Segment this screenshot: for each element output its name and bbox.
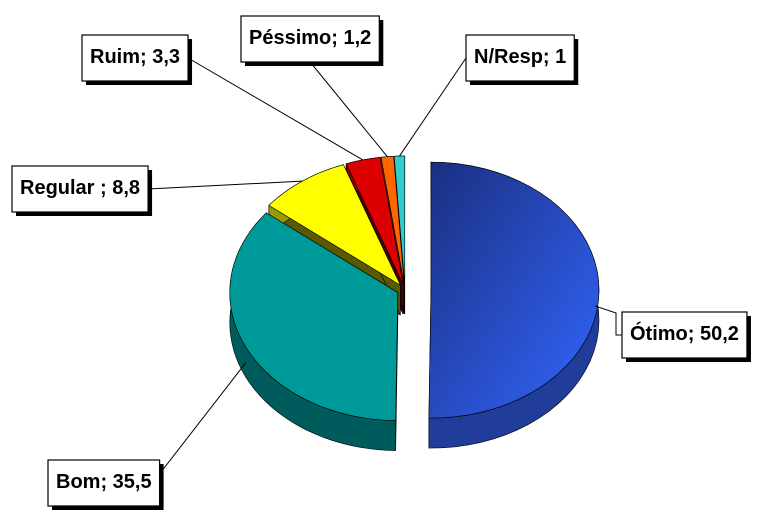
label-box [240,15,380,63]
label-box [47,459,161,507]
label-box [465,34,575,82]
labels: Ótimo; 50,2 Bom; 35,5 Regular ; 8,8 Ruim; 3… [11,15,751,510]
label-category: Regular [20,177,100,199]
leader-line [159,362,247,475]
label-box [81,34,189,82]
label-value: 8,8 [112,177,140,199]
label-value: 1 [555,46,566,68]
leader-line [594,305,622,336]
label-text: Ruim; 3,3 [90,46,180,68]
label-separator: ; [100,471,112,493]
label-category: Ótimo [630,321,688,345]
label-value: 35,5 [113,471,152,493]
label-box [621,311,748,359]
label-text: N/Resp; 1 [474,46,566,68]
label-value: 50,2 [700,323,739,345]
leader-line [148,180,303,190]
label-category: N/Resp [474,46,543,68]
leader-line [187,57,364,161]
data-label: Bom; 35,5 [47,459,164,510]
label-category: Péssimo [249,27,331,49]
label-text: Péssimo; 1,2 [249,27,371,49]
label-separator: ; [140,46,152,68]
data-label: Ruim; 3,3 [81,34,193,85]
label-separator: ; [331,27,343,49]
data-label: Ótimo; 50,2 [621,311,751,362]
data-label: Regular ; 8,8 [11,165,153,216]
label-category: Ruim [90,46,140,68]
slice [345,157,404,285]
label-text: Ótimo; 50,2 [630,321,739,345]
label-value: 3,3 [152,46,180,68]
label-separator: ; [688,323,700,345]
data-label: Péssimo; 1,2 [240,15,384,66]
slice [428,161,600,419]
label-box [11,165,149,213]
label-category: Bom [56,471,100,493]
label-value: 1,2 [343,27,371,49]
label-separator: ; [100,177,112,199]
slice [380,155,405,285]
slice [229,212,399,421]
label-separator: ; [543,46,555,68]
label-text: Regular ; 8,8 [20,177,140,199]
label-text: Bom; 35,5 [56,471,152,493]
leader-line [399,57,467,157]
leader-line [309,61,388,157]
pie-tops [229,155,600,421]
data-label: N/Resp; 1 [465,34,579,85]
